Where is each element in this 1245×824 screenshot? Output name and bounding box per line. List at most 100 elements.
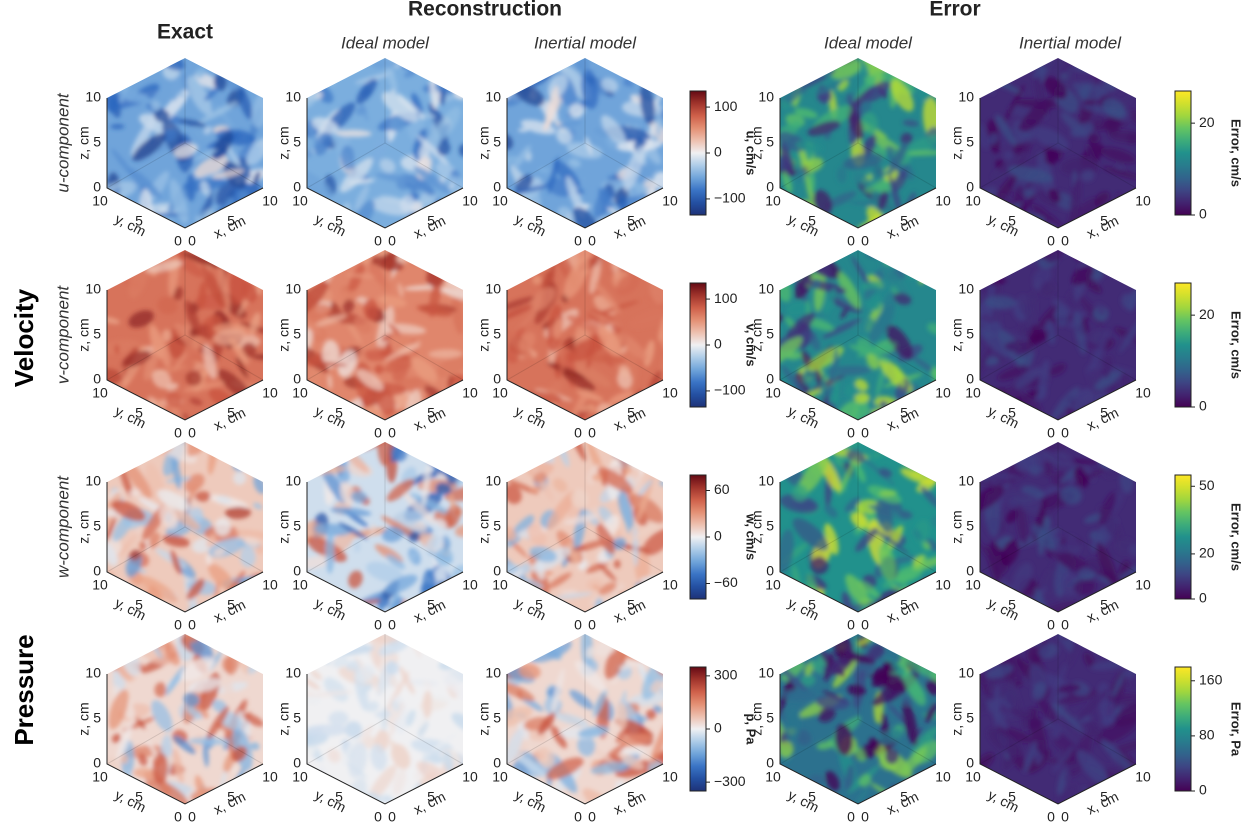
y-tick-label: 0 (574, 425, 582, 441)
field-blob (228, 237, 246, 265)
colorbar (1175, 283, 1191, 407)
field-blob (247, 255, 264, 276)
field-blob (243, 627, 284, 651)
field-blob (914, 259, 942, 276)
field-blob (918, 434, 935, 458)
x-tick-label: 0 (188, 617, 196, 633)
group-label: Pressure (9, 634, 39, 745)
field-blob (630, 460, 658, 469)
field-blob (248, 629, 271, 653)
z-tick-label: 5 (766, 710, 774, 726)
x-tick-label: 10 (662, 385, 678, 401)
field-blob (151, 628, 169, 639)
field-blob (98, 250, 121, 281)
field-blob (114, 435, 139, 458)
y-tick-label: 10 (765, 577, 781, 593)
x-tick-label: 10 (935, 577, 951, 593)
field-blob (301, 441, 347, 466)
field-blob (250, 65, 265, 70)
z-tick-label: 10 (285, 281, 301, 297)
colorbar-tick-label: −100 (714, 190, 746, 206)
y-axis-label: y, cm (986, 402, 1022, 431)
group-label: Velocity (9, 288, 39, 387)
x-tick-label: 10 (662, 193, 678, 209)
field-blob (1099, 434, 1111, 450)
colorbar-label: Error, cm/s (1229, 119, 1244, 187)
field-blob (255, 445, 272, 469)
colorbar (690, 667, 706, 791)
field-blob (241, 53, 260, 77)
y-tick-label: 10 (292, 385, 308, 401)
field-blob (871, 441, 885, 449)
y-tick-label: 0 (1047, 425, 1055, 441)
y-tick-label: 10 (292, 577, 308, 593)
field-blob (635, 59, 649, 74)
z-axis-label: z, cm (949, 318, 965, 351)
z-axis-label: z, cm (276, 318, 292, 351)
y-tick-label: 0 (374, 425, 382, 441)
field-blob (105, 629, 125, 658)
field-blob (305, 57, 332, 87)
field-blob (104, 431, 136, 456)
field-blob (973, 53, 1012, 81)
colorbar-tick-label: 100 (714, 290, 738, 306)
field-blob (621, 437, 668, 460)
y-tick-label: 0 (574, 809, 582, 824)
field-blob (127, 618, 167, 649)
field-blob (344, 633, 381, 644)
z-tick-label: 5 (766, 518, 774, 534)
field-blob (518, 447, 539, 457)
field-blob (320, 454, 338, 466)
z-axis-label: z, cm (76, 126, 92, 159)
field-blob (1092, 437, 1110, 457)
field-blob (598, 438, 619, 449)
field-blob (927, 64, 946, 83)
colorbar-tick-label: 0 (714, 528, 722, 544)
z-axis-label: z, cm (949, 510, 965, 543)
field-blob (333, 243, 370, 257)
field-blob (110, 633, 152, 654)
field-blob (306, 639, 333, 667)
field-blob (317, 65, 336, 86)
colorbar-tick-label: 20 (1199, 114, 1215, 130)
field-blob (823, 55, 834, 68)
field-blob (409, 241, 452, 268)
field-blob (987, 241, 1016, 270)
field-blob (989, 48, 1007, 73)
x-tick-label: 0 (188, 425, 196, 441)
colorbar-label: Error, cm/s (1229, 311, 1244, 379)
x-tick-label: 10 (935, 769, 951, 785)
z-axis-label: z, cm (76, 318, 92, 351)
field-blob (646, 258, 658, 271)
cube-panel (960, 39, 1153, 247)
field-blob (1016, 432, 1025, 448)
y-tick-label: 10 (92, 769, 108, 785)
z-tick-label: 10 (485, 665, 501, 681)
field-blob (494, 632, 537, 652)
z-tick-label: 10 (85, 665, 101, 681)
subheader: Ideal model (824, 33, 913, 52)
field-blob (791, 432, 832, 450)
field-blob (1106, 451, 1122, 464)
field-blob (931, 85, 944, 96)
z-tick-label: 10 (958, 665, 974, 681)
colorbar-tick-label: 0 (1199, 590, 1207, 606)
y-tick-label: 10 (492, 193, 508, 209)
field-blob (241, 41, 275, 78)
field-blob (1133, 599, 1141, 615)
field-blob (986, 55, 1004, 71)
y-axis-label: y, cm (986, 210, 1022, 239)
z-tick-label: 5 (766, 326, 774, 342)
y-tick-label: 0 (1047, 233, 1055, 249)
colorbar-tick-label: 0 (714, 720, 722, 736)
field-blob (966, 49, 999, 83)
field-blob (923, 265, 935, 278)
field-blob (129, 435, 147, 460)
y-axis-label: y, cm (113, 402, 149, 431)
field-blob (457, 87, 466, 95)
field-blob (546, 250, 558, 261)
z-tick-label: 5 (766, 134, 774, 150)
y-axis-label: y, cm (786, 594, 822, 623)
field-blob (933, 597, 941, 617)
field-blob (1114, 595, 1151, 606)
